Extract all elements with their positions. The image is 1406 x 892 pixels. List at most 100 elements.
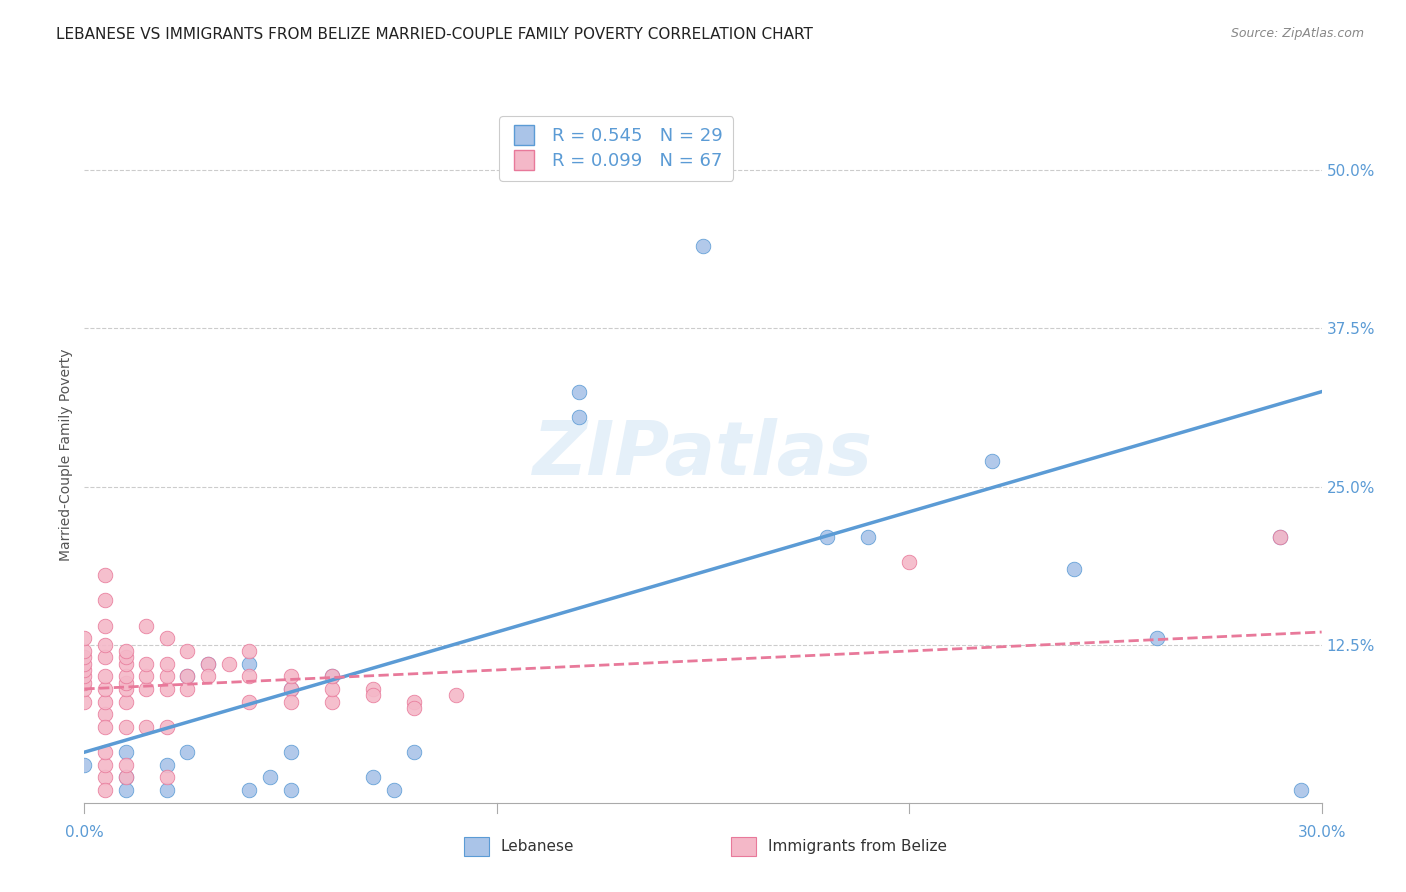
Point xyxy=(114,675,136,690)
Point xyxy=(114,695,136,709)
Point xyxy=(94,681,117,696)
Legend: R = 0.545   N = 29, R = 0.099   N = 67: R = 0.545 N = 29, R = 0.099 N = 67 xyxy=(499,116,734,181)
Point xyxy=(114,745,136,759)
Point xyxy=(1289,783,1312,797)
Point xyxy=(238,783,260,797)
Point xyxy=(321,669,343,683)
Point xyxy=(1270,530,1292,544)
Point xyxy=(197,669,219,683)
Point xyxy=(197,657,219,671)
Text: Source: ZipAtlas.com: Source: ZipAtlas.com xyxy=(1230,27,1364,40)
Point xyxy=(280,669,302,683)
Point xyxy=(73,632,96,646)
Point xyxy=(114,650,136,665)
Text: Immigrants from Belize: Immigrants from Belize xyxy=(768,839,946,854)
Point xyxy=(94,771,117,785)
Point xyxy=(94,638,117,652)
Point xyxy=(156,757,179,772)
Point xyxy=(444,688,467,702)
Point xyxy=(980,454,1002,468)
Y-axis label: Married-Couple Family Poverty: Married-Couple Family Poverty xyxy=(59,349,73,561)
Point xyxy=(280,783,302,797)
Point xyxy=(856,530,879,544)
Point xyxy=(568,409,591,424)
Point xyxy=(94,669,117,683)
Point xyxy=(156,669,179,683)
Point xyxy=(94,568,117,582)
Text: ZIPatlas: ZIPatlas xyxy=(533,418,873,491)
Point xyxy=(135,657,157,671)
Point xyxy=(94,745,117,759)
Text: 0.0%: 0.0% xyxy=(65,825,104,840)
Point xyxy=(361,681,384,696)
Point xyxy=(156,771,179,785)
Point xyxy=(73,669,96,683)
Point xyxy=(692,239,714,253)
Point xyxy=(135,720,157,734)
Point xyxy=(156,720,179,734)
Point xyxy=(568,384,591,399)
Point xyxy=(114,771,136,785)
Point xyxy=(114,644,136,658)
Point xyxy=(815,530,838,544)
Point xyxy=(404,695,426,709)
Point xyxy=(156,681,179,696)
Point xyxy=(73,675,96,690)
Point xyxy=(94,757,117,772)
Point xyxy=(135,681,157,696)
Point xyxy=(898,556,921,570)
Text: LEBANESE VS IMMIGRANTS FROM BELIZE MARRIED-COUPLE FAMILY POVERTY CORRELATION CHA: LEBANESE VS IMMIGRANTS FROM BELIZE MARRI… xyxy=(56,27,813,42)
Point xyxy=(321,669,343,683)
Point xyxy=(321,681,343,696)
Point xyxy=(73,663,96,677)
Point xyxy=(1270,530,1292,544)
Point xyxy=(114,771,136,785)
Point xyxy=(1063,562,1085,576)
Point xyxy=(156,657,179,671)
Point xyxy=(156,783,179,797)
Point xyxy=(94,593,117,607)
Point xyxy=(73,695,96,709)
Text: 30.0%: 30.0% xyxy=(1298,825,1346,840)
Point xyxy=(280,681,302,696)
Point xyxy=(238,695,260,709)
Point xyxy=(135,618,157,632)
Point xyxy=(259,771,281,785)
Point xyxy=(176,644,198,658)
Point xyxy=(156,632,179,646)
Point xyxy=(94,695,117,709)
Point xyxy=(361,771,384,785)
Point xyxy=(238,669,260,683)
Text: Lebanese: Lebanese xyxy=(501,839,574,854)
Point xyxy=(114,720,136,734)
Point xyxy=(280,745,302,759)
Point xyxy=(73,644,96,658)
Point xyxy=(94,707,117,722)
Point xyxy=(404,701,426,715)
Point xyxy=(321,695,343,709)
Point xyxy=(94,783,117,797)
Point xyxy=(114,657,136,671)
Point xyxy=(218,657,240,671)
Point xyxy=(176,681,198,696)
Point xyxy=(361,688,384,702)
Point xyxy=(176,669,198,683)
Point xyxy=(73,681,96,696)
Point xyxy=(114,681,136,696)
Point xyxy=(280,695,302,709)
Point xyxy=(94,720,117,734)
Point xyxy=(238,657,260,671)
Point xyxy=(114,783,136,797)
Point xyxy=(114,757,136,772)
Point xyxy=(94,650,117,665)
Point xyxy=(382,783,405,797)
Point xyxy=(404,745,426,759)
Point xyxy=(73,650,96,665)
Point xyxy=(238,644,260,658)
Point xyxy=(135,669,157,683)
Point xyxy=(280,681,302,696)
Point xyxy=(197,657,219,671)
Point xyxy=(114,669,136,683)
Point xyxy=(1146,632,1168,646)
Point xyxy=(73,657,96,671)
